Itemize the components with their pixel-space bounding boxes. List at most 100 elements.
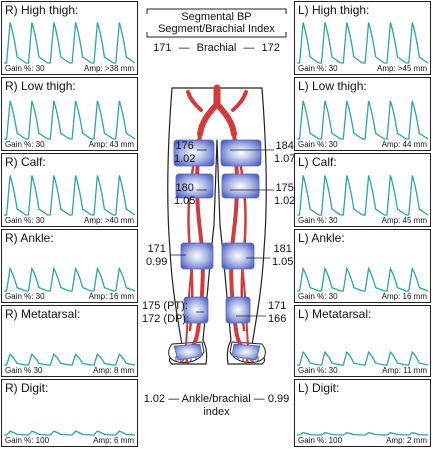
cuff-left-low-thigh (221, 173, 260, 199)
pulse-waveform (4, 22, 136, 64)
panel-gain: Gain %: 30 (5, 216, 45, 225)
waveform-trace (297, 266, 429, 292)
waveform-trace (297, 22, 429, 64)
panel-gain: Gain %: 30 (298, 140, 338, 149)
right-high-thigh-pressure: 176 1.02 (174, 140, 195, 166)
diagram-header: Segmental BP Segment/Brachial Index (145, 8, 288, 38)
pulse-waveform (4, 100, 136, 140)
brachial-dash-right: — (243, 42, 255, 54)
header-bracket (146, 8, 287, 38)
panel-amp: Amp: 44 mm (381, 140, 427, 149)
right-panel-0: R) High thigh: Gain %: 30 Amp: >38 mm (1, 1, 138, 75)
panel-title: L) High thigh: (298, 3, 370, 17)
cuff-right-low-thigh (175, 173, 214, 199)
panel-amp: Amp: 2 mm (386, 436, 427, 445)
right-calf-pressure: 171 0.99 (146, 243, 167, 269)
panel-gain: Gain %: 100 (298, 436, 343, 445)
right-panel-4: R) Metatarsal: Gain % 30 Amp: 8 mm (1, 305, 138, 377)
panel-title: L) Low thigh: (298, 79, 367, 93)
waveform-trace (4, 266, 136, 292)
right-brachial-value: 171 (153, 42, 172, 54)
panel-title: R) Ankle: (5, 231, 54, 245)
left-low-thigh-bp: 175 (275, 182, 294, 194)
right-ankle-pt: 175 (PT): (142, 300, 188, 312)
cuffs (173, 139, 262, 361)
right-ankle-pressure: 175 (PT): 172 (DP): (142, 300, 189, 326)
panel-title: R) Calf: (5, 155, 46, 169)
cuff-left-calf (221, 242, 255, 270)
waveform-trace (297, 350, 429, 366)
left-high-thigh-bp: 184 (275, 140, 294, 152)
panel-gain: Gain %: 100 (5, 436, 50, 445)
left-panel-5: L) Digit: Gain %: 100 Amp: 2 mm (294, 379, 431, 447)
left-panel-3: L) Ankle: Gain %: 30 Amp: 16 mm (294, 229, 431, 303)
pulse-waveform (297, 350, 429, 366)
panel-amp: Amp: 16 mm (381, 292, 427, 301)
left-abi-value: 0.99 (267, 393, 290, 405)
abi-dash-right: — (253, 393, 265, 405)
panel-gain: Gain %: 30 (298, 292, 338, 301)
panel-title: R) High thigh: (5, 3, 79, 17)
right-high-thigh-bp: 176 (175, 140, 194, 152)
panel-title: L) Digit: (298, 381, 340, 395)
pulse-waveform (297, 432, 429, 436)
right-calf-index: 0.99 (146, 256, 168, 268)
left-calf-bp: 181 (273, 243, 292, 255)
right-panel-5: R) Digit: Gain %: 100 Amp: 6 mm (1, 379, 138, 447)
panel-amp: Amp: >45 mm (376, 64, 427, 73)
left-calf-pressure: 181 1.05 (272, 243, 293, 269)
waveform-trace (4, 100, 136, 140)
left-calf-index: 1.05 (272, 256, 294, 268)
panel-amp: Amp: 43 mm (88, 140, 134, 149)
left-high-thigh-pressure: 184 1.07 (274, 140, 295, 166)
cuff-right-metatarsal (173, 343, 203, 361)
left-brachial-value: 172 (261, 42, 280, 54)
pulse-waveform (297, 175, 429, 216)
toes (175, 355, 259, 363)
waveform-trace (297, 432, 429, 436)
panel-amp: Amp: 45 mm (381, 216, 427, 225)
brachial-label: Brachial (196, 42, 237, 54)
brachial-dash-left: — (178, 42, 190, 54)
panel-title: L) Ankle: (298, 231, 345, 245)
left-low-thigh-pressure: 175 1.02 (274, 182, 295, 208)
brachial-row: 171 — Brachial — 172 (145, 42, 288, 55)
panel-title: L) Metatarsal: (298, 307, 372, 321)
panel-gain: Gain %: 30 (298, 64, 338, 73)
cuff-right-high-thigh (173, 139, 215, 167)
panel-title: L) Calf: (298, 155, 337, 169)
pulse-waveform (4, 430, 136, 436)
right-calf-bp: 171 (147, 243, 166, 255)
waveform-trace (4, 353, 136, 366)
left-ankle-dp: 166 (268, 313, 287, 325)
left-panel-2: L) Calf: Gain %: 30 Amp: 45 mm (294, 153, 431, 227)
pulse-waveform (4, 175, 136, 216)
abi-dash-left: — (168, 393, 180, 405)
panel-amp: Amp: 8 mm (93, 366, 134, 375)
panel-amp: Amp: >40 mm (83, 216, 134, 225)
pulse-waveform (297, 266, 429, 292)
panel-gain: Gain % 30 (5, 366, 43, 375)
panel-gain: Gain %: 30 (5, 292, 45, 301)
pulse-waveform (297, 100, 429, 140)
left-panel-0: L) High thigh: Gain %: 30 Amp: >45 mm (294, 1, 431, 75)
header-subtitle: Segment/Brachial Index (158, 23, 275, 35)
right-high-thigh-index: 1.02 (174, 153, 196, 165)
cuff-right-calf (180, 242, 214, 270)
panel-title: R) Low thigh: (5, 79, 76, 93)
panel-amp: Amp: 11 mm (382, 366, 427, 375)
left-high-thigh-index: 1.07 (274, 153, 296, 165)
right-panel-3: R) Ankle: Gain %: 30 Amp: 16 mm (1, 229, 138, 303)
right-low-thigh-bp: 180 (175, 182, 194, 194)
panel-gain: Gain %: 30 (298, 216, 338, 225)
panel-amp: Amp: >38 mm (83, 64, 134, 73)
pulse-waveform (297, 22, 429, 64)
right-panel-2: R) Calf: Gain %: 30 Amp: >40 mm (1, 153, 138, 227)
waveform-trace (297, 175, 429, 216)
panel-title: R) Digit: (5, 381, 49, 395)
left-low-thigh-index: 1.02 (274, 195, 296, 207)
pulse-waveform (4, 266, 136, 292)
left-panel-1: L) Low thigh: Gain %: 30 Amp: 44 mm (294, 77, 431, 151)
panel-amp: Amp: 16 mm (88, 292, 134, 301)
panel-gain: Gain %: 30 (298, 366, 338, 375)
